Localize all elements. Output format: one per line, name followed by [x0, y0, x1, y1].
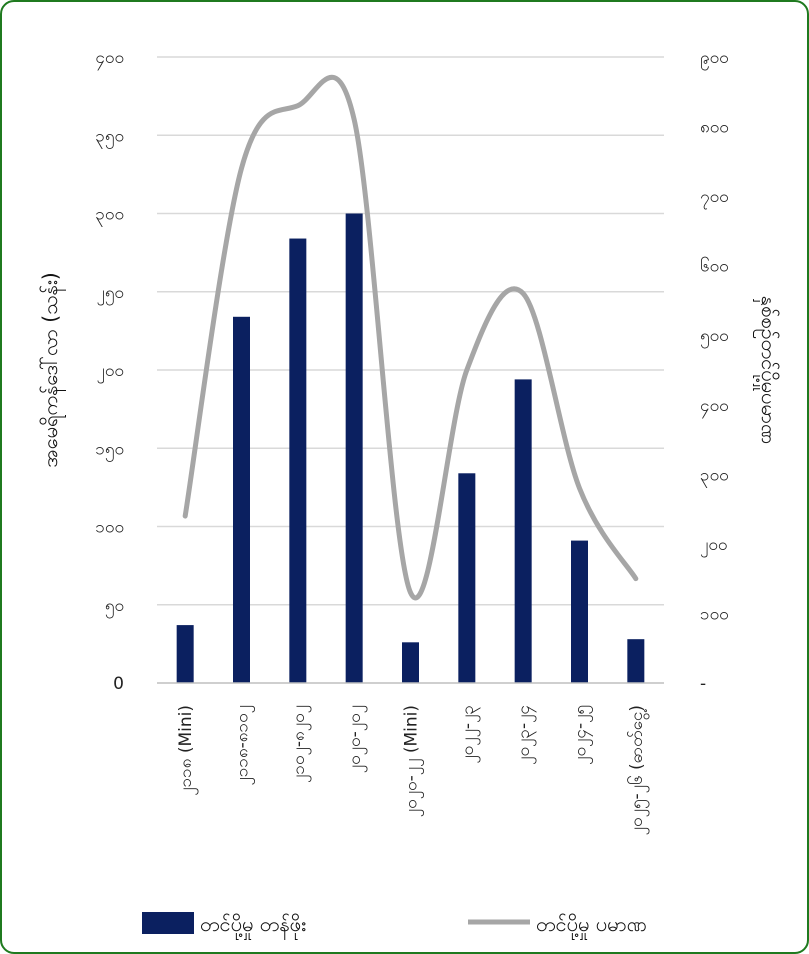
x-axis-ticks: ၂၁၁၈ (Mini) ၂၁၁၈-၈၁၀၂ ၂၁၀၂-၈၂၀၂ ၂၀၂၀-၂၀၂ ၂၀၂…: [176, 705, 650, 835]
right-tick-label: -: [700, 674, 706, 694]
x-tick-label: ၂၁၁၈ (Mini): [176, 705, 199, 796]
bar: [514, 379, 532, 683]
left-axis-ticks: 0 ၅၀ ၁၀၀ ၁၅၀ ၂၀၀ ၂၅၀ ၃၀၀ ၃၅၀ ၄၀၀: [95, 48, 124, 694]
legend: တင်ပို့မှု တန်ဖိုး တင်ပို့မှု ပမာဏ: [142, 912, 647, 940]
right-tick-label: ၃၀၀: [700, 465, 729, 488]
x-tick-label: ၂၀၂၅-၂၆ (ဓာတ်ငွေ့): [626, 705, 650, 835]
left-tick-label: 0: [113, 674, 124, 694]
bar: [571, 540, 588, 683]
left-tick-label: ၅၀: [105, 596, 124, 619]
left-tick-label: ၁၅၀: [95, 439, 124, 462]
left-tick-label: ၃၅၀: [95, 126, 124, 149]
x-tick-label: ၂၀၂၃-၂၄: [514, 705, 537, 765]
bar: [233, 316, 250, 683]
bar: [402, 642, 419, 683]
right-tick-label: ၉၀၀: [700, 48, 729, 71]
legend-line-label: တင်ပို့မှု ပမာဏ: [536, 912, 647, 940]
left-tick-label: ၂၀၀: [97, 361, 124, 384]
bar: [458, 473, 476, 683]
right-axis-title: နှစ်စဉ်တင်ပို့မှုပမာဏ: [753, 296, 781, 445]
x-tick-label: ၂၀၂၀-၂၀၂: [345, 705, 368, 773]
line-series: [182, 74, 639, 601]
legend-bar-swatch: [142, 912, 194, 934]
x-tick-label: ၂၀၂၀-၂၂ (Mini): [402, 705, 425, 817]
right-tick-label: ၆၀၀: [700, 256, 729, 277]
left-tick-label: ၃၀၀: [95, 205, 124, 228]
right-tick-label: ၂၀၀: [700, 535, 727, 558]
bar: [345, 213, 363, 683]
right-axis-ticks: - ၁၀၀ ၂၀၀ ၃၀၀ ၄၀၀ ၅၀၀ ၆၀၀ ၇၀၀ ၈၀၀ ၉၀၀: [700, 48, 729, 694]
left-tick-label: ၁၀၀: [95, 518, 124, 538]
bar-series: [176, 213, 645, 684]
left-tick-label: ၂၅၀: [97, 283, 124, 306]
x-tick-label: ၂၁၀၂-၈၂၀၂: [289, 705, 312, 783]
left-axis-title: အမေရိကန်ဒေါ်လာ (သန်း): [38, 272, 66, 467]
x-tick-label: ၂၀၂၂-၂၃: [458, 705, 481, 764]
bar: [289, 238, 307, 684]
left-tick-label: ၄၀၀: [95, 48, 124, 71]
right-tick-label: ၇၀၀: [700, 187, 729, 210]
bar: [176, 625, 194, 683]
right-tick-label: ၄၀၀: [700, 396, 729, 419]
right-tick-label: ၈၀၀: [700, 118, 729, 138]
right-tick-label: ၅၀၀: [700, 326, 729, 349]
bar: [627, 639, 645, 683]
x-tick-label: ၂၀၂၄-၂၅: [571, 705, 594, 765]
legend-bar-label: တင်ပို့မှု တန်ဖိုး: [200, 912, 306, 940]
right-tick-label: ၁၀၀: [700, 604, 729, 624]
x-tick-label: ၂၁၁၈-၈၁၀၂: [233, 705, 256, 786]
